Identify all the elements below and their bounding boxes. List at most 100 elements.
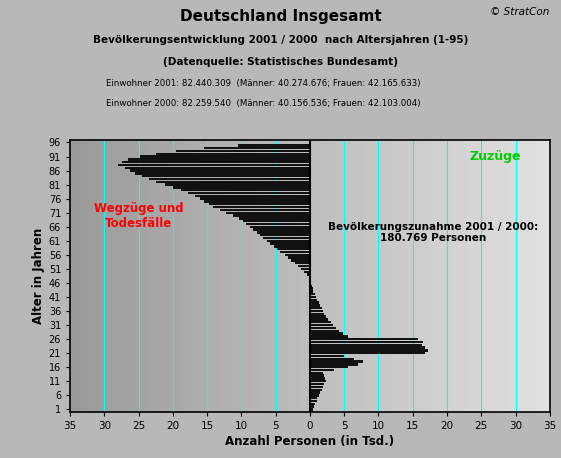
Bar [310,333,343,335]
Bar [310,366,348,368]
Bar [256,231,310,234]
Bar [310,349,429,352]
Bar [310,313,324,315]
Text: Einwohner 2001: 82.440.309  (Männer: 40.274.676; Frauen: 42.165.633): Einwohner 2001: 82.440.309 (Männer: 40.2… [107,79,421,88]
Bar [310,310,323,312]
Bar [250,226,310,228]
Bar [284,254,310,256]
Bar [301,268,310,270]
Bar [263,237,310,239]
Bar [260,234,310,236]
Bar [310,301,319,304]
Bar [238,144,310,147]
Bar [142,175,310,177]
Bar [173,186,310,189]
Bar [295,262,310,265]
Bar [204,200,310,203]
Bar [310,290,314,293]
Bar [135,172,310,174]
Bar [310,355,344,357]
Text: Wegzüge und
Todesfälle: Wegzüge und Todesfälle [94,202,183,229]
Bar [140,155,310,158]
Bar [310,287,312,290]
Bar [176,150,310,152]
Bar [310,327,336,329]
Bar [310,397,318,399]
Text: (Datenquelle: Statistisches Bundesamt): (Datenquelle: Statistisches Bundesamt) [163,57,398,67]
Bar [213,206,310,208]
Bar [274,245,310,248]
Bar [310,408,312,410]
Bar [310,284,312,287]
Bar [310,296,316,298]
Bar [310,316,327,318]
Bar [156,153,310,155]
Text: Zuzüge: Zuzüge [469,150,521,163]
Bar [310,363,358,365]
Bar [310,330,339,332]
Bar [310,369,334,371]
Bar [310,307,321,310]
Bar [298,265,310,267]
Bar [310,400,317,402]
Bar [209,203,310,206]
Bar [188,192,310,194]
Bar [204,147,310,149]
Bar [125,167,310,169]
Bar [310,352,425,354]
X-axis label: Anzahl Personen (in Tsd.): Anzahl Personen (in Tsd.) [226,436,394,448]
Y-axis label: Alter in Jahren: Alter in Jahren [31,228,44,324]
Bar [310,346,425,349]
Bar [310,375,324,377]
Text: Bevölkerungszunahme 2001 / 2000:
180.769 Personen: Bevölkerungszunahme 2001 / 2000: 180.769… [328,222,539,243]
Bar [128,158,310,161]
Bar [233,214,310,217]
Bar [310,304,320,307]
Bar [310,335,348,338]
Bar [306,273,310,276]
Bar [309,276,310,278]
Bar [310,358,355,360]
Bar [310,324,333,326]
Bar [304,271,310,273]
Text: © StratCon: © StratCon [490,7,550,17]
Bar [310,380,326,382]
Bar [310,388,321,391]
Bar [310,360,364,363]
Bar [288,256,310,259]
Bar [118,164,310,166]
Bar [122,161,310,164]
Bar [149,178,310,180]
Text: Deutschland Insgesamt: Deutschland Insgesamt [180,9,381,24]
Bar [195,195,310,197]
Bar [246,223,310,225]
Text: Bevölkerungsentwicklung 2001 / 2000  nach Altersjahren (1-95): Bevölkerungsentwicklung 2001 / 2000 nach… [93,35,468,45]
Bar [310,338,418,340]
Bar [310,403,315,405]
Bar [310,386,323,388]
Bar [200,197,310,200]
Bar [267,240,310,242]
Bar [280,251,310,253]
Bar [310,321,330,323]
Bar [310,383,324,385]
Bar [130,169,310,172]
Bar [181,189,310,191]
Bar [270,242,310,245]
Bar [219,209,310,211]
Bar [238,217,310,219]
Bar [226,212,310,214]
Bar [310,394,319,397]
Bar [310,299,318,301]
Bar [310,377,325,380]
Text: Einwohner 2000: 82.259.540  (Männer: 40.156.536; Frauen: 42.103.004): Einwohner 2000: 82.259.540 (Männer: 40.1… [107,99,421,108]
Bar [310,279,311,281]
Bar [277,248,310,251]
Bar [310,405,314,408]
Bar [310,293,315,295]
Bar [310,341,423,343]
Bar [165,184,310,186]
Bar [310,391,320,394]
Bar [292,259,310,262]
Bar [253,229,310,231]
